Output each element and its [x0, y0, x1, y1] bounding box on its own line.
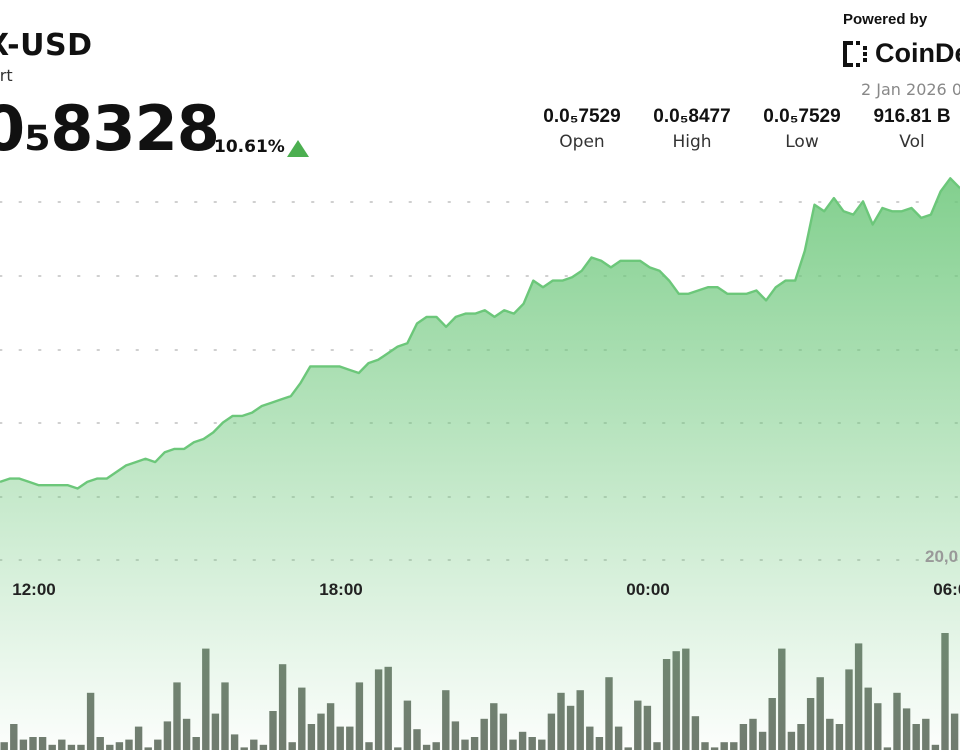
- chart-subtitle: art: [0, 66, 13, 85]
- brand-name: CoinDe: [875, 38, 960, 68]
- brand-logo[interactable]: CoinDe: [843, 38, 960, 69]
- price-change: 10.61%: [214, 137, 285, 157]
- powered-by-label: Powered by: [843, 11, 928, 28]
- price-area: [0, 178, 960, 750]
- x-tick-label: 18:00: [319, 580, 362, 599]
- current-price: 0₅8328: [0, 92, 220, 165]
- stat-vol-value: 916.81 B: [873, 106, 951, 127]
- stat-high-value: 0.0₅8477: [653, 106, 731, 127]
- stat-open: 0.0₅7529 Open: [532, 106, 632, 152]
- chart-date: 2 Jan 2026 0: [861, 80, 960, 99]
- stat-high: 0.0₅8477 High: [642, 106, 742, 152]
- stat-high-label: High: [672, 132, 712, 152]
- coindesk-logo-icon: [843, 40, 869, 67]
- price-line: [0, 177, 960, 490]
- volume-axis-label: 20,0: [925, 547, 958, 566]
- stat-low-label: Low: [785, 132, 819, 152]
- stat-low-value: 0.0₅7529: [763, 106, 841, 127]
- x-tick-label: 12:00: [12, 580, 55, 599]
- stat-vol: 916.81 B Vol: [862, 106, 960, 152]
- x-tick-label: 00:00: [626, 580, 669, 599]
- stat-low: 0.0₅7529 Low: [752, 106, 852, 152]
- stat-vol-label: Vol: [899, 132, 925, 152]
- triangle-up-icon: [287, 140, 309, 157]
- stat-open-label: Open: [559, 132, 605, 152]
- pair-title: X-USD: [0, 28, 93, 63]
- stat-open-value: 0.0₅7529: [543, 106, 621, 127]
- x-tick-label: 06:00: [933, 580, 960, 599]
